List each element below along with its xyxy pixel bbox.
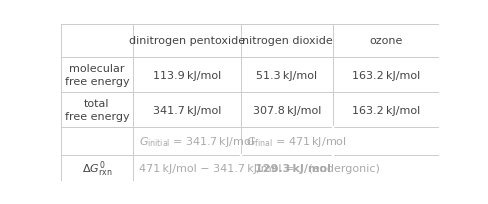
Text: 163.2 kJ/mol: 163.2 kJ/mol bbox=[352, 105, 420, 115]
Text: $G_\mathrm{final}$ = 471 kJ/mol: $G_\mathrm{final}$ = 471 kJ/mol bbox=[246, 135, 347, 149]
Text: total
free energy: total free energy bbox=[64, 99, 129, 122]
Text: nitrogen dioxide: nitrogen dioxide bbox=[242, 36, 332, 46]
Text: $G_\mathrm{initial}$ = 341.7 kJ/mol: $G_\mathrm{initial}$ = 341.7 kJ/mol bbox=[139, 135, 254, 149]
Text: 163.2 kJ/mol: 163.2 kJ/mol bbox=[352, 70, 420, 80]
Text: 113.9 kJ/mol: 113.9 kJ/mol bbox=[153, 70, 221, 80]
Text: $\Delta G^0_\mathrm{rxn}$: $\Delta G^0_\mathrm{rxn}$ bbox=[81, 159, 112, 178]
Text: ozone: ozone bbox=[369, 36, 403, 46]
Text: (endergonic): (endergonic) bbox=[305, 164, 380, 174]
Text: 307.8 kJ/mol: 307.8 kJ/mol bbox=[253, 105, 321, 115]
Text: 129.3 kJ/mol: 129.3 kJ/mol bbox=[255, 164, 330, 174]
Text: dinitrogen pentoxide: dinitrogen pentoxide bbox=[129, 36, 245, 46]
Text: molecular
free energy: molecular free energy bbox=[64, 64, 129, 87]
Text: 471 kJ/mol − 341.7 kJ/mol =: 471 kJ/mol − 341.7 kJ/mol = bbox=[139, 164, 297, 174]
Text: 341.7 kJ/mol: 341.7 kJ/mol bbox=[153, 105, 221, 115]
Text: 51.3 kJ/mol: 51.3 kJ/mol bbox=[256, 70, 318, 80]
